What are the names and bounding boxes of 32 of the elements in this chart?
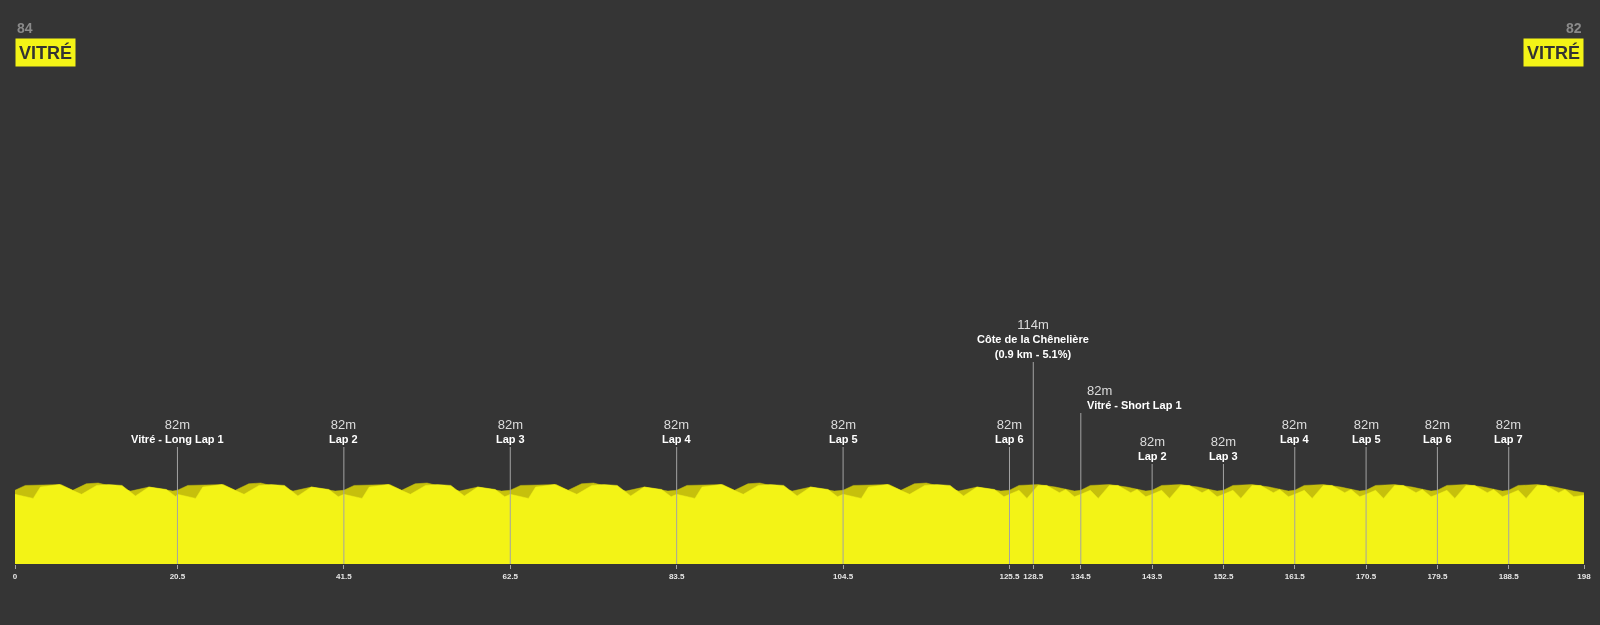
x-tick-label: 188.5 [1498,571,1520,581]
ref-line-label: 82m Lap 3 [496,417,525,446]
x-tick-label: 152.5 [1213,571,1234,581]
ref-line-label: 82m Lap 6 [1423,417,1452,446]
x-tick-label: 128.5 [1023,571,1044,581]
ref-line-label: 82m Vitré - Short Lap 1 [1087,383,1182,412]
ref-line-label: 82m Lap 4 [662,417,692,446]
ref-line-label: 82m Lap 5 [829,417,858,446]
ref-line-label: 82m Lap 3 [1209,434,1238,463]
x-tick-label: 179.5 [1427,571,1448,581]
x-tick-label: 198 [1577,571,1592,581]
x-tick-label: 170.5 [1356,571,1377,581]
ref-line-label: 82m Vitré - Long Lap 1 [131,417,224,446]
x-tick-label: 0 [12,571,18,581]
x-tick-label: 104.5 [833,571,854,581]
x-tick-label: 134.5 [1070,571,1092,581]
x-tick-label: 62.5 [502,571,519,581]
x-tick-label: 41.5 [336,571,353,581]
ref-line-label: 82m Lap 4 [1280,417,1310,446]
x-tick-label: 83.5 [668,571,685,581]
text: 84 VITRÉ [17,20,73,63]
x-tick-label: 20.5 [169,571,186,581]
ref-line-label: 82m Lap 2 [1138,434,1167,463]
x-tick-label: 143.5 [1142,571,1163,581]
ref-line-label: 82m Lap 5 [1352,417,1381,446]
x-tick-label: 125.5 [999,571,1021,581]
x-tick-label: 161.5 [1284,571,1306,581]
ref-line-label: 82m Lap 7 [1494,417,1523,446]
ref-line-label: 82m Lap 2 [329,417,358,446]
ref-line-label: 114m Côte de la Chênelière (0.9 km - 5.1%) [977,317,1089,360]
ref-line-label: 82m Lap 6 [995,417,1024,446]
text: 82 VITRÉ [1527,20,1582,63]
